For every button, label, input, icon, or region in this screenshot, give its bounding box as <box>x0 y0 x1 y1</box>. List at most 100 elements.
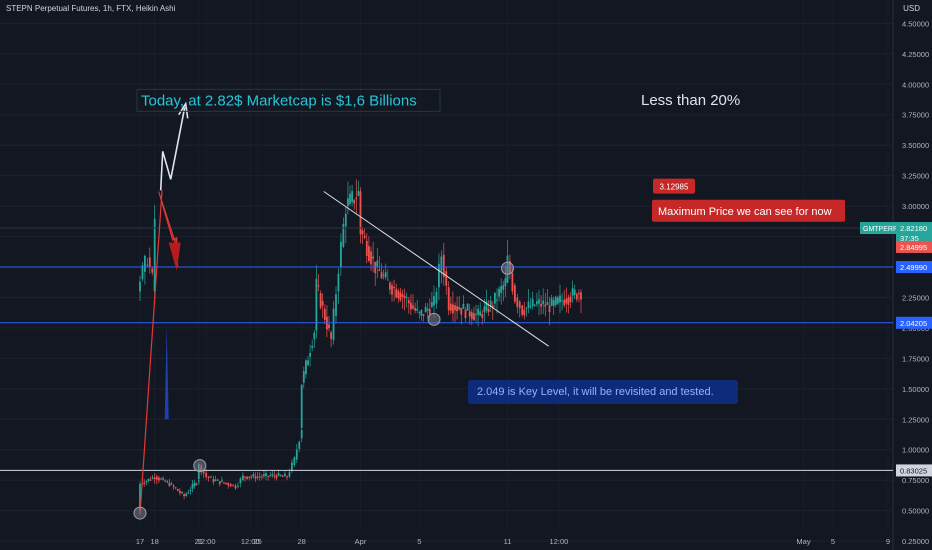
candle-body <box>473 313 475 321</box>
key-level-label: 2.049 is Key Level, it will be revisited… <box>477 386 714 398</box>
y-tick-label: 2.25000 <box>902 293 929 302</box>
candle-body <box>489 300 492 308</box>
candle-body <box>416 308 419 311</box>
candle-body <box>529 306 532 308</box>
candle-body <box>291 462 293 471</box>
candle-body <box>418 312 421 314</box>
candle-body <box>426 308 429 311</box>
candle-body <box>533 304 536 306</box>
candle-body <box>277 473 280 476</box>
candle-body <box>216 479 219 481</box>
candle-body <box>464 309 467 319</box>
countdown-tag <box>896 231 932 244</box>
x-tick-label: 12:00 <box>241 537 260 546</box>
level-bottom-tag-text: 0.83025 <box>900 466 927 475</box>
candle-body <box>284 473 286 477</box>
candle-body <box>355 197 358 200</box>
candle-body <box>271 473 274 476</box>
x-tick-label: 5 <box>417 537 421 546</box>
candle-body <box>391 285 393 295</box>
candle-body <box>449 303 452 311</box>
candle-body <box>279 475 282 477</box>
y-tick-label: 3.25000 <box>902 172 929 181</box>
x-tick-label: 25 <box>253 537 261 546</box>
candle-body <box>195 483 198 485</box>
candle-body <box>460 307 463 315</box>
candle-body <box>491 305 494 308</box>
candle-body <box>479 311 482 316</box>
candle-body <box>454 305 456 311</box>
target-price-callout <box>653 178 695 194</box>
candle-body <box>227 483 230 486</box>
candle-body <box>412 305 414 309</box>
trendline <box>139 190 163 515</box>
candle-body <box>246 476 248 479</box>
candle-body <box>317 285 320 287</box>
candle-body <box>456 306 458 312</box>
candle-body <box>527 301 530 308</box>
candle-body <box>212 478 215 483</box>
candle-body <box>309 352 311 357</box>
candle-body <box>470 312 473 320</box>
candle-body <box>395 288 398 298</box>
y-tick-label: 4.00000 <box>902 80 929 89</box>
candle-body <box>357 190 360 196</box>
candle-body <box>340 241 342 268</box>
candle-body <box>179 490 181 493</box>
candle-body <box>256 476 259 478</box>
candle-body <box>300 384 303 428</box>
candle-body <box>571 288 574 296</box>
candle-body <box>344 213 347 227</box>
candle-body <box>170 483 173 485</box>
candle-body <box>307 360 309 366</box>
candle-body <box>557 297 559 304</box>
candle-body <box>363 235 366 238</box>
level-high-tag <box>896 261 932 274</box>
marketcap-box <box>136 88 441 112</box>
touch-point-marker <box>501 261 514 275</box>
candle-body <box>502 285 505 290</box>
candle-body <box>265 473 267 477</box>
candle-body <box>286 476 288 478</box>
candle-body <box>218 481 221 485</box>
y-tick-label: 3.00000 <box>902 202 929 211</box>
candle-body <box>359 191 362 235</box>
x-tick-label: 17 <box>136 537 144 546</box>
max-price-callout <box>652 199 845 222</box>
candle-body <box>347 198 349 207</box>
candle-body <box>239 478 242 484</box>
candle-body <box>293 457 296 466</box>
candle-body <box>414 307 416 311</box>
x-tick-label: 9 <box>886 537 890 546</box>
candle-body <box>438 263 440 288</box>
candle-body <box>431 302 433 308</box>
touch-point-marker <box>427 312 441 326</box>
candle-body <box>153 218 156 292</box>
candle-body <box>578 293 580 295</box>
candle-body <box>580 292 582 300</box>
candle-body <box>148 257 151 268</box>
candle-body <box>229 483 232 487</box>
candle-body <box>504 278 507 287</box>
candle-body <box>183 494 185 497</box>
level-bottom-tag <box>896 464 932 477</box>
candle-body <box>332 308 335 341</box>
candle-body <box>210 476 212 478</box>
candle-body <box>420 310 423 316</box>
symbol-tag-text: GMTPERP <box>863 226 898 233</box>
candle-body <box>458 307 461 310</box>
candle-body <box>561 300 563 302</box>
candle-body <box>380 272 383 279</box>
candle-body <box>494 292 496 304</box>
candle-body <box>567 297 570 305</box>
x-tick-label: 21 <box>195 537 203 546</box>
drawings: Today, at 2.82$ Marketcap is $1,6 Billio… <box>0 88 893 520</box>
candle-body <box>382 274 385 276</box>
candle-body <box>237 485 239 487</box>
candle-body <box>433 296 435 306</box>
candle-body <box>365 240 368 256</box>
candle-body <box>315 278 318 322</box>
candle-body <box>575 293 578 300</box>
